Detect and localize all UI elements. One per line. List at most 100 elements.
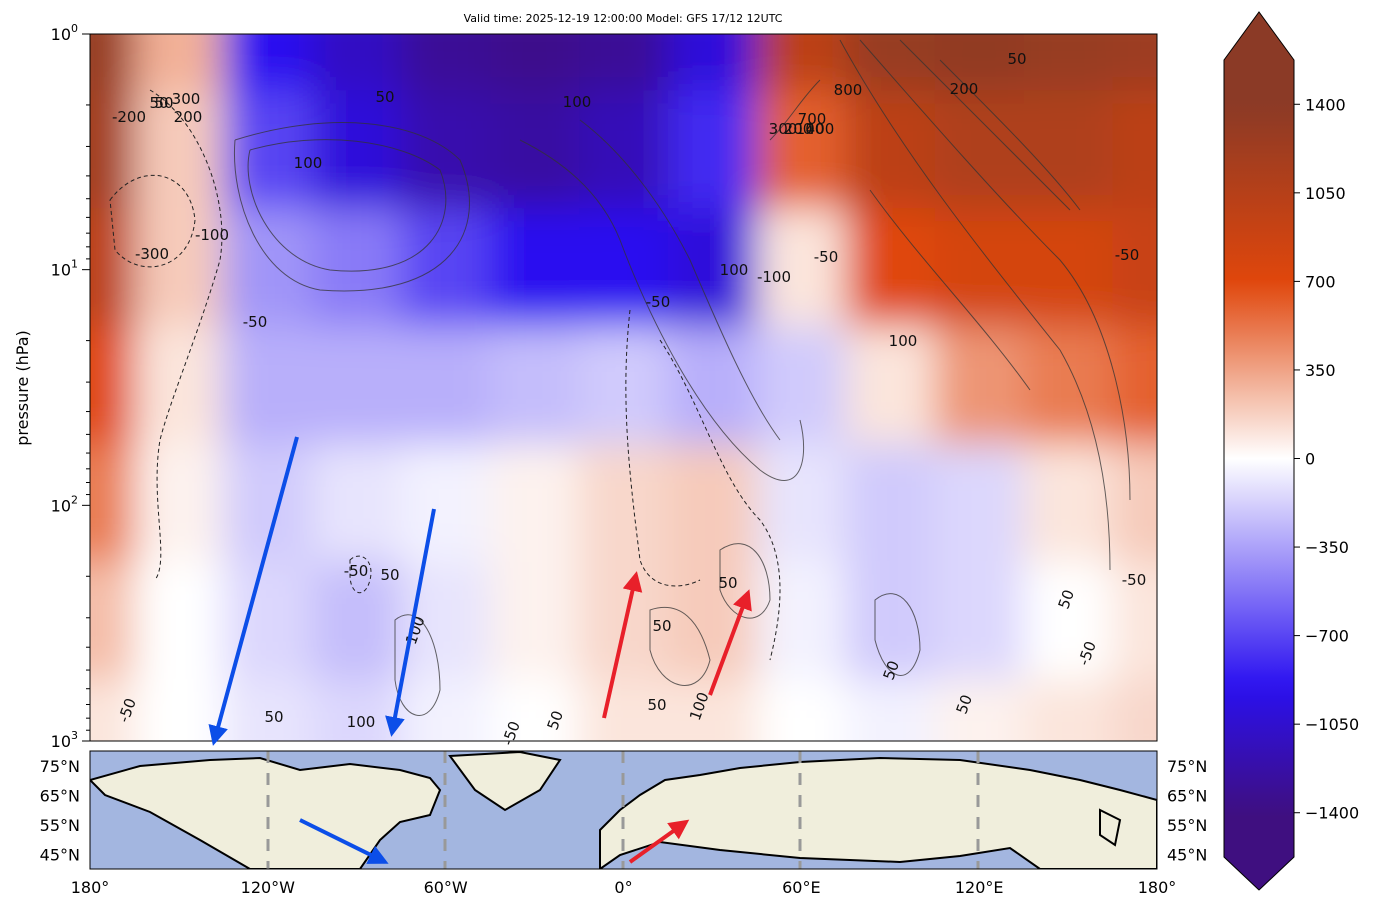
colorbar-extend-bottom	[1224, 857, 1294, 890]
dashed-contours	[109, 89, 781, 661]
heatmap-cell	[90, 34, 136, 92]
heatmap-cell	[490, 208, 581, 327]
contour-label: -50	[814, 248, 839, 266]
heatmap-cell	[579, 679, 669, 741]
heatmap-cell	[845, 208, 936, 327]
heatmap-cell	[667, 561, 758, 681]
contour-label: 50	[149, 94, 168, 112]
contour-label: -50	[1115, 246, 1140, 264]
heatmap-cell	[490, 443, 581, 563]
heatmap-cell	[223, 561, 314, 681]
heatmap-cell	[134, 443, 225, 563]
y-axis-ticks: 100 101 102 103	[51, 22, 90, 751]
heatmap-cell	[223, 34, 314, 92]
contour-label: 50	[380, 566, 399, 584]
heatmap-cell	[134, 90, 225, 210]
greenland	[448, 751, 562, 812]
heatmap-cell	[134, 34, 225, 92]
lon-tick-label: 180°	[71, 878, 110, 897]
heatmap-cell	[134, 561, 225, 681]
map-arrows	[299, 818, 690, 864]
heatmap-cell	[845, 561, 936, 681]
contour-label: 50	[1055, 587, 1078, 611]
heatmap-cell	[756, 208, 847, 327]
y-tick-label: 103	[51, 729, 78, 751]
heatmap-cell	[934, 90, 1025, 210]
y-tick-label: 100	[51, 22, 78, 44]
contour-label: -50	[243, 313, 268, 331]
heatmap-cell	[1023, 90, 1114, 210]
heatmap-cell	[223, 679, 314, 741]
heatmap-cell	[934, 208, 1025, 327]
contour-label: -100	[195, 226, 229, 244]
contour-label: -50	[344, 562, 369, 580]
lat-tick-label: 45°N	[40, 845, 80, 864]
contour-label: 50	[154, 94, 173, 112]
lat-tick-label: 55°N	[40, 816, 80, 835]
latitude-ticks-left: 75°N 65°N 55°N 45°N	[40, 757, 80, 865]
lat-tick-label: 65°N	[40, 786, 80, 805]
heatmap-cell	[401, 325, 492, 445]
lat-tick-label: 75°N	[40, 757, 80, 776]
heatmap-cell	[667, 443, 758, 563]
heatmap-cell	[667, 90, 758, 210]
contour-label: -300	[135, 245, 169, 263]
map-gridlines	[266, 751, 980, 869]
heatmap-cell	[667, 208, 758, 327]
blue-arrows	[208, 436, 436, 746]
heatmap-cell	[756, 90, 847, 210]
north-america	[90, 756, 442, 869]
heatmap-cell	[756, 34, 847, 92]
colorbar-ticks: 1400 1050 700 350 0 −350 −700 −1050 −1400	[1294, 95, 1359, 823]
heatmap-cell	[1023, 443, 1114, 563]
kamchatka	[1099, 808, 1122, 847]
lon-tick-label: 120°W	[241, 878, 296, 897]
land-masses	[90, 751, 1157, 869]
heatmap-cell	[90, 443, 136, 563]
latitude-ticks-right: 75°N 65°N 55°N 45°N	[1167, 757, 1207, 865]
heatmap-cell	[1023, 561, 1114, 681]
contour-label: -100	[757, 268, 791, 286]
heatmap-cell	[134, 325, 225, 445]
colorbar-tick-label: 350	[1305, 361, 1336, 380]
heatmap-cell	[312, 443, 403, 563]
contour-label: 50	[375, 88, 394, 106]
heatmap-cell	[667, 325, 758, 445]
contour-label: 50	[652, 617, 671, 635]
heatmap-cell	[223, 325, 314, 445]
heatmap-cell	[845, 443, 936, 563]
lon-tick-label: 120°E	[955, 878, 1004, 897]
colorbar-body	[1224, 60, 1294, 857]
heatmap-cell	[134, 208, 225, 327]
contour-lines	[233, 39, 1131, 716]
chart-title: Valid time: 2025-12-19 12:00:00 Model: G…	[464, 12, 783, 25]
y-tick-label: 102	[51, 493, 78, 515]
colorbar-tick-label: −1400	[1305, 804, 1359, 823]
heatmap-cell	[312, 561, 403, 681]
contour-label: 100	[294, 154, 323, 172]
heatmap-cell	[845, 90, 936, 210]
contour-label: 400	[806, 120, 835, 138]
colorbar-tick-label: 1400	[1305, 95, 1346, 114]
colorbar-tick-label: −350	[1305, 538, 1349, 557]
heatmap-cell	[667, 34, 758, 92]
contour-label: -50	[646, 293, 671, 311]
contour-label: 700	[798, 110, 827, 128]
heatmap-cell	[490, 561, 581, 681]
heatmap-cell	[312, 90, 403, 210]
contour-label: 100	[889, 332, 918, 350]
map-panel: 180° 120°W 60°W 0° 60°E 120°E 180° 75°N 65°N 55°…	[40, 750, 1207, 897]
lat-tick-label: 75°N	[1167, 757, 1207, 776]
heatmap-cell	[579, 325, 669, 445]
colorbar-tick-label: 1050	[1305, 184, 1346, 203]
heatmap-cell	[1112, 34, 1157, 92]
heatmap-field	[90, 34, 1157, 741]
colorbar-tick-label: −1050	[1305, 715, 1359, 734]
contour-label: 100	[563, 93, 592, 111]
contour-label: 50	[264, 708, 283, 726]
heatmap-cell	[1112, 443, 1157, 563]
heatmap-cell	[90, 90, 136, 210]
heatmap-cell	[312, 34, 403, 92]
contour-label: 200	[784, 120, 813, 138]
